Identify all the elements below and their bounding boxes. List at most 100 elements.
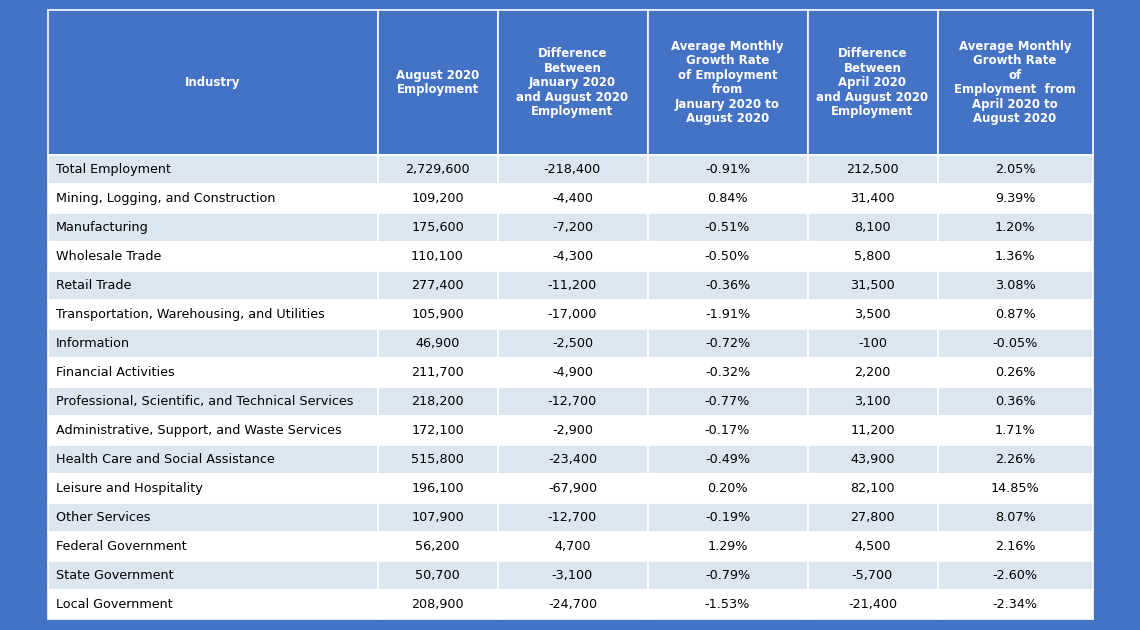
Bar [377, 532, 497, 561]
Text: 1.71%: 1.71% [994, 424, 1035, 437]
Bar [48, 503, 377, 532]
Text: -4,900: -4,900 [552, 366, 593, 379]
Bar [377, 474, 497, 503]
Bar [807, 184, 937, 213]
Text: -0.19%: -0.19% [705, 511, 750, 524]
Text: 27,800: 27,800 [850, 511, 895, 524]
Bar [937, 561, 1092, 590]
Text: 3,100: 3,100 [854, 395, 890, 408]
Bar [377, 503, 497, 532]
Bar [937, 532, 1092, 561]
Bar [497, 213, 648, 242]
Bar [497, 271, 648, 300]
Bar [48, 329, 377, 358]
Text: 196,100: 196,100 [412, 482, 464, 495]
Bar [937, 155, 1092, 184]
Bar [48, 213, 377, 242]
Bar [497, 445, 648, 474]
Bar [937, 300, 1092, 329]
Text: Information: Information [56, 337, 130, 350]
Text: -21,400: -21,400 [848, 598, 897, 611]
Text: 11,200: 11,200 [850, 424, 895, 437]
Bar [497, 242, 648, 271]
Text: 109,200: 109,200 [412, 192, 464, 205]
Text: 0.87%: 0.87% [994, 308, 1035, 321]
Bar [807, 416, 937, 445]
Bar [377, 416, 497, 445]
Text: 277,400: 277,400 [412, 279, 464, 292]
Text: 1.29%: 1.29% [707, 540, 748, 553]
Bar [648, 474, 807, 503]
Bar [648, 416, 807, 445]
Bar [377, 271, 497, 300]
Bar [48, 155, 377, 184]
Text: 14.85%: 14.85% [991, 482, 1040, 495]
Bar [497, 532, 648, 561]
Text: -0.36%: -0.36% [705, 279, 750, 292]
Bar [807, 358, 937, 387]
Bar [497, 416, 648, 445]
Bar [377, 184, 497, 213]
Bar [937, 474, 1092, 503]
Bar [807, 329, 937, 358]
Text: 2.26%: 2.26% [995, 453, 1035, 466]
Text: Total Employment: Total Employment [56, 163, 171, 176]
Text: 2,729,600: 2,729,600 [405, 163, 470, 176]
Bar [497, 561, 648, 590]
Text: -0.51%: -0.51% [705, 221, 750, 234]
Text: Average Monthly
Growth Rate
of Employment
from
January 2020 to
August 2020: Average Monthly Growth Rate of Employmen… [671, 40, 784, 125]
Bar [48, 532, 377, 561]
Text: -0.77%: -0.77% [705, 395, 750, 408]
Bar [648, 590, 807, 619]
Bar [648, 184, 807, 213]
Bar [807, 387, 937, 416]
Text: 0.84%: 0.84% [707, 192, 748, 205]
Bar [937, 242, 1092, 271]
Text: 1.20%: 1.20% [995, 221, 1035, 234]
Text: Other Services: Other Services [56, 511, 150, 524]
Text: -67,900: -67,900 [548, 482, 597, 495]
Text: 515,800: 515,800 [412, 453, 464, 466]
Text: Federal Government: Federal Government [56, 540, 186, 553]
Bar [937, 213, 1092, 242]
Bar [648, 445, 807, 474]
Text: 3,500: 3,500 [854, 308, 890, 321]
Text: -0.91%: -0.91% [705, 163, 750, 176]
Text: 2.16%: 2.16% [995, 540, 1035, 553]
Text: 8.07%: 8.07% [994, 511, 1035, 524]
Text: Wholesale Trade: Wholesale Trade [56, 250, 161, 263]
Text: -5,700: -5,700 [852, 569, 893, 582]
Text: -12,700: -12,700 [548, 511, 597, 524]
Text: Transportation, Warehousing, and Utilities: Transportation, Warehousing, and Utiliti… [56, 308, 325, 321]
Text: 0.36%: 0.36% [995, 395, 1035, 408]
Bar [48, 590, 377, 619]
Text: 0.26%: 0.26% [995, 366, 1035, 379]
Bar [807, 590, 937, 619]
Bar [48, 300, 377, 329]
Text: 3.08%: 3.08% [994, 279, 1035, 292]
Text: 107,900: 107,900 [412, 511, 464, 524]
Text: 8,100: 8,100 [854, 221, 890, 234]
Bar [807, 242, 937, 271]
Text: Difference
Between
January 2020
and August 2020
Employment: Difference Between January 2020 and Augu… [516, 47, 628, 118]
Text: 110,100: 110,100 [412, 250, 464, 263]
Bar [648, 387, 807, 416]
Text: 50,700: 50,700 [415, 569, 459, 582]
Text: -1.53%: -1.53% [705, 598, 750, 611]
Bar [497, 590, 648, 619]
Text: Mining, Logging, and Construction: Mining, Logging, and Construction [56, 192, 275, 205]
Bar [648, 242, 807, 271]
Bar [937, 590, 1092, 619]
Text: Administrative, Support, and Waste Services: Administrative, Support, and Waste Servi… [56, 424, 341, 437]
Text: -24,700: -24,700 [548, 598, 597, 611]
Text: 31,500: 31,500 [850, 279, 895, 292]
Text: 82,100: 82,100 [850, 482, 895, 495]
Text: Professional, Scientific, and Technical Services: Professional, Scientific, and Technical … [56, 395, 353, 408]
Bar [48, 242, 377, 271]
Bar [48, 184, 377, 213]
Bar [807, 213, 937, 242]
Text: -2,500: -2,500 [552, 337, 593, 350]
Text: 218,200: 218,200 [412, 395, 464, 408]
Text: -7,200: -7,200 [552, 221, 593, 234]
Bar [377, 445, 497, 474]
